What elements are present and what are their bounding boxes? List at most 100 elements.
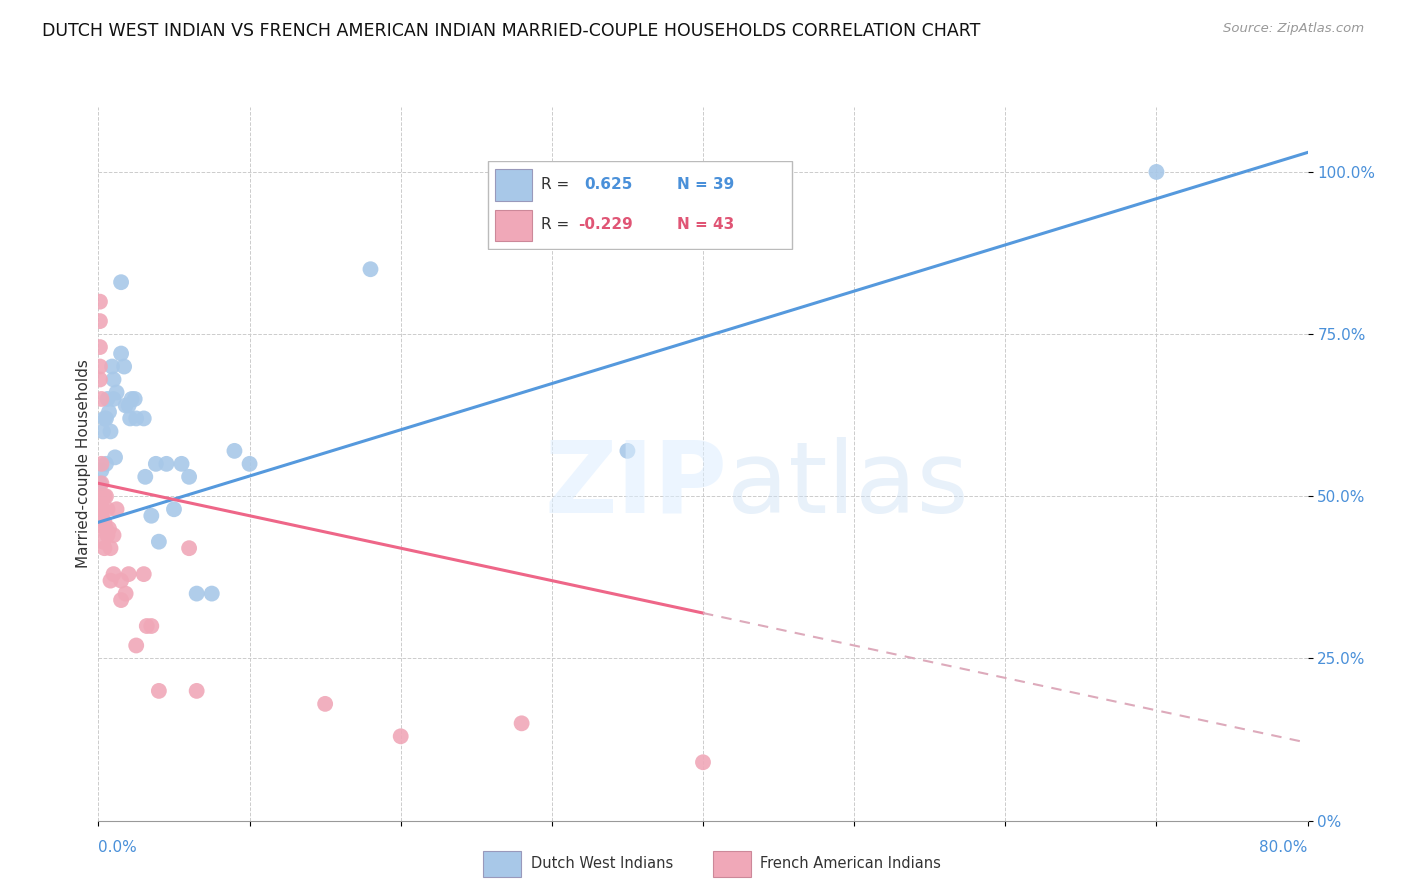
Point	[104, 450, 127, 465]
Point	[93, 515, 115, 529]
Point	[98, 522, 121, 536]
Text: 0.625: 0.625	[585, 178, 633, 192]
Point	[89, 314, 111, 328]
Point	[132, 567, 155, 582]
Point	[96, 392, 118, 406]
Text: N = 39: N = 39	[678, 178, 734, 192]
Point	[110, 275, 132, 289]
Point	[124, 392, 146, 406]
Point	[1144, 165, 1167, 179]
Point	[89, 359, 111, 374]
Point	[239, 457, 262, 471]
Point	[90, 502, 112, 516]
Point	[90, 476, 112, 491]
Point	[89, 340, 111, 354]
Point	[100, 541, 122, 556]
Point	[103, 567, 125, 582]
Text: R =: R =	[541, 218, 574, 232]
Point	[389, 729, 412, 743]
Point	[89, 294, 111, 309]
Point	[90, 457, 112, 471]
Point	[89, 372, 111, 386]
Text: 80.0%: 80.0%	[1260, 840, 1308, 855]
Point	[110, 593, 132, 607]
Point	[170, 457, 193, 471]
Bar	[713, 851, 751, 877]
FancyBboxPatch shape	[488, 161, 792, 249]
Text: ZIP: ZIP	[544, 437, 727, 533]
Point	[101, 359, 124, 374]
Point	[96, 502, 118, 516]
Point	[89, 476, 111, 491]
Point	[125, 411, 148, 425]
Text: -0.229: -0.229	[578, 218, 633, 232]
Point	[177, 470, 201, 484]
Point	[110, 574, 132, 588]
Point	[100, 425, 122, 439]
Point	[132, 411, 155, 425]
Point	[114, 586, 136, 600]
Text: Dutch West Indians: Dutch West Indians	[531, 855, 673, 871]
Point	[94, 411, 117, 425]
Bar	[495, 169, 531, 201]
Point	[125, 639, 148, 653]
Text: R =: R =	[541, 178, 574, 192]
Y-axis label: Married-couple Households: Married-couple Households	[76, 359, 91, 568]
Point	[118, 399, 141, 413]
Point	[93, 541, 115, 556]
Point	[135, 619, 157, 633]
Point	[90, 489, 112, 503]
Point	[98, 405, 121, 419]
Text: French American Indians: French American Indians	[761, 855, 941, 871]
Point	[103, 372, 125, 386]
Point	[91, 522, 114, 536]
Point	[91, 534, 114, 549]
Bar	[495, 210, 531, 241]
Point	[186, 586, 208, 600]
Point	[121, 392, 143, 406]
Point	[94, 489, 117, 503]
Point	[90, 463, 112, 477]
Point	[360, 262, 382, 277]
Bar	[484, 851, 522, 877]
Point	[112, 359, 135, 374]
Point	[91, 425, 114, 439]
Point	[105, 502, 128, 516]
Point	[93, 411, 115, 425]
Point	[90, 392, 112, 406]
Point	[141, 508, 163, 523]
Point	[93, 489, 115, 503]
Point	[103, 528, 125, 542]
Point	[314, 697, 336, 711]
Text: Source: ZipAtlas.com: Source: ZipAtlas.com	[1223, 22, 1364, 36]
Point	[105, 385, 128, 400]
Point	[120, 411, 142, 425]
Point	[100, 574, 122, 588]
Point	[148, 684, 170, 698]
Text: atlas: atlas	[727, 437, 969, 533]
Point	[616, 443, 638, 458]
Point	[186, 684, 208, 698]
Point	[110, 346, 132, 360]
Point	[177, 541, 201, 556]
Text: N = 43: N = 43	[678, 218, 734, 232]
Point	[201, 586, 224, 600]
Text: DUTCH WEST INDIAN VS FRENCH AMERICAN INDIAN MARRIED-COUPLE HOUSEHOLDS CORRELATIO: DUTCH WEST INDIAN VS FRENCH AMERICAN IND…	[42, 22, 980, 40]
Point	[224, 443, 246, 458]
Point	[90, 508, 112, 523]
Point	[134, 470, 156, 484]
Point	[103, 392, 125, 406]
Point	[94, 457, 117, 471]
Point	[510, 716, 533, 731]
Text: 0.0%: 0.0%	[98, 840, 138, 855]
Point	[692, 756, 714, 770]
Point	[96, 528, 118, 542]
Point	[155, 457, 177, 471]
Point	[91, 502, 114, 516]
Point	[148, 534, 170, 549]
Point	[163, 502, 186, 516]
Point	[94, 522, 117, 536]
Point	[118, 567, 141, 582]
Point	[114, 399, 136, 413]
Point	[141, 619, 163, 633]
